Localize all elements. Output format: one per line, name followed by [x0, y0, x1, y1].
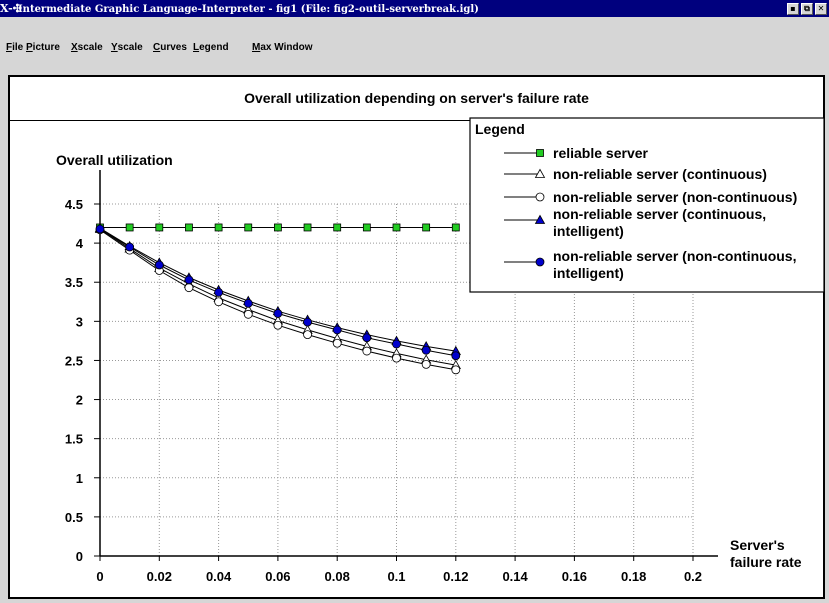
data-point: [273, 320, 283, 330]
y-tick-label: 4: [76, 236, 84, 251]
data-point: [362, 346, 372, 356]
legend-title: Legend: [475, 121, 525, 137]
legend-entry: intelligent): [553, 223, 624, 239]
y-tick-label: 1: [76, 471, 83, 486]
x-tick-label: 0.1: [387, 569, 405, 584]
x-tick-label: 0.06: [265, 569, 290, 584]
y-tick-label: 0: [76, 549, 83, 564]
data-point: [303, 223, 312, 232]
data-point: [155, 223, 164, 232]
y-tick-label: 0.5: [65, 510, 83, 525]
y-tick-label: 1.5: [65, 432, 83, 447]
legend-marker: [536, 149, 544, 157]
data-point: [421, 359, 431, 369]
y-tick-label: 2: [76, 393, 83, 408]
x-tick-label: 0.04: [206, 569, 232, 584]
data-point: [214, 223, 223, 232]
data-point: [273, 223, 282, 232]
x-tick-label: 0.18: [621, 569, 646, 584]
legend-entry: intelligent): [553, 265, 624, 281]
legend-marker: [535, 192, 545, 202]
data-point: [451, 223, 460, 232]
x-tick-label: 0.14: [502, 569, 528, 584]
data-point: [214, 287, 224, 297]
data-point: [184, 283, 194, 293]
y-tick-label: 2.5: [65, 353, 83, 368]
data-point: [243, 298, 253, 308]
legend-entry: non-reliable server (continuous,: [553, 206, 766, 222]
data-point: [421, 345, 431, 355]
menu-max-window[interactable]: Max Window: [252, 42, 313, 53]
legend-entry: reliable server: [553, 145, 649, 161]
menu-curves[interactable]: Curves: [153, 42, 187, 53]
data-point: [244, 223, 253, 232]
x-tick-label: 0.08: [325, 569, 350, 584]
data-point: [185, 223, 193, 232]
menu-legend[interactable]: Legend: [193, 42, 229, 53]
data-point: [392, 223, 401, 232]
y-tick-label: 3.5: [65, 275, 83, 290]
data-point: [451, 365, 461, 375]
x-tick-label: 0.02: [147, 569, 172, 584]
y-axis-label: Overall utilization: [56, 152, 173, 168]
data-point: [303, 330, 312, 340]
data-point: [451, 351, 461, 361]
data-point: [154, 260, 164, 270]
chart-title: Overall utilization depending on server'…: [10, 77, 823, 121]
data-point: [243, 309, 253, 319]
data-point: [392, 339, 401, 349]
data-point: [333, 223, 342, 232]
data-point: [125, 242, 135, 252]
legend-marker: [534, 214, 546, 224]
window-title: Intermediate Graphic Language-Interprete…: [18, 4, 479, 15]
legend-entry: non-reliable server (continuous): [553, 166, 767, 182]
menu-yscale[interactable]: Yscale: [111, 42, 143, 53]
legend-entry: non-reliable server (non-continuous): [553, 189, 797, 205]
menu-picture[interactable]: Picture: [26, 42, 60, 53]
legend-marker: [534, 168, 546, 178]
legend-marker: [535, 257, 545, 267]
x-axis-label: failure rate: [730, 554, 802, 570]
data-point: [95, 224, 105, 234]
data-point: [422, 223, 431, 232]
menu-xscale[interactable]: Xscale: [71, 42, 103, 53]
y-tick-label: 3: [76, 314, 83, 329]
data-point: [332, 338, 342, 348]
x-axis-label: Server's: [730, 537, 785, 553]
data-point: [332, 325, 342, 335]
data-point: [273, 309, 283, 318]
data-point: [362, 333, 372, 343]
data-point: [214, 297, 224, 307]
data-point: [184, 275, 194, 285]
x-tick-label: 0.12: [443, 569, 468, 584]
close-icon[interactable]: ✕: [815, 3, 827, 15]
x-tick-label: 0.2: [684, 569, 702, 584]
data-point: [362, 223, 371, 232]
legend-box: [469, 117, 825, 293]
maximize-icon[interactable]: ⧉: [801, 3, 813, 15]
window-title-bar[interactable]: X-✣Intermediate Graphic Language-Interpr…: [0, 0, 829, 17]
data-point: [392, 353, 401, 363]
minimize-icon[interactable]: ▪: [787, 3, 799, 15]
menu-file[interactable]: File: [6, 42, 24, 53]
menu-bar: File Picture Xscale Yscale Curves Legend…: [0, 17, 829, 75]
x-tick-label: 0: [96, 569, 103, 584]
legend-entry: non-reliable server (non-continuous,: [553, 248, 796, 264]
y-tick-label: 4.5: [65, 197, 83, 212]
x-tick-label: 0.16: [562, 569, 587, 584]
data-point: [125, 223, 134, 232]
x-logo-icon: X-✣: [0, 2, 22, 15]
data-point: [303, 317, 312, 327]
